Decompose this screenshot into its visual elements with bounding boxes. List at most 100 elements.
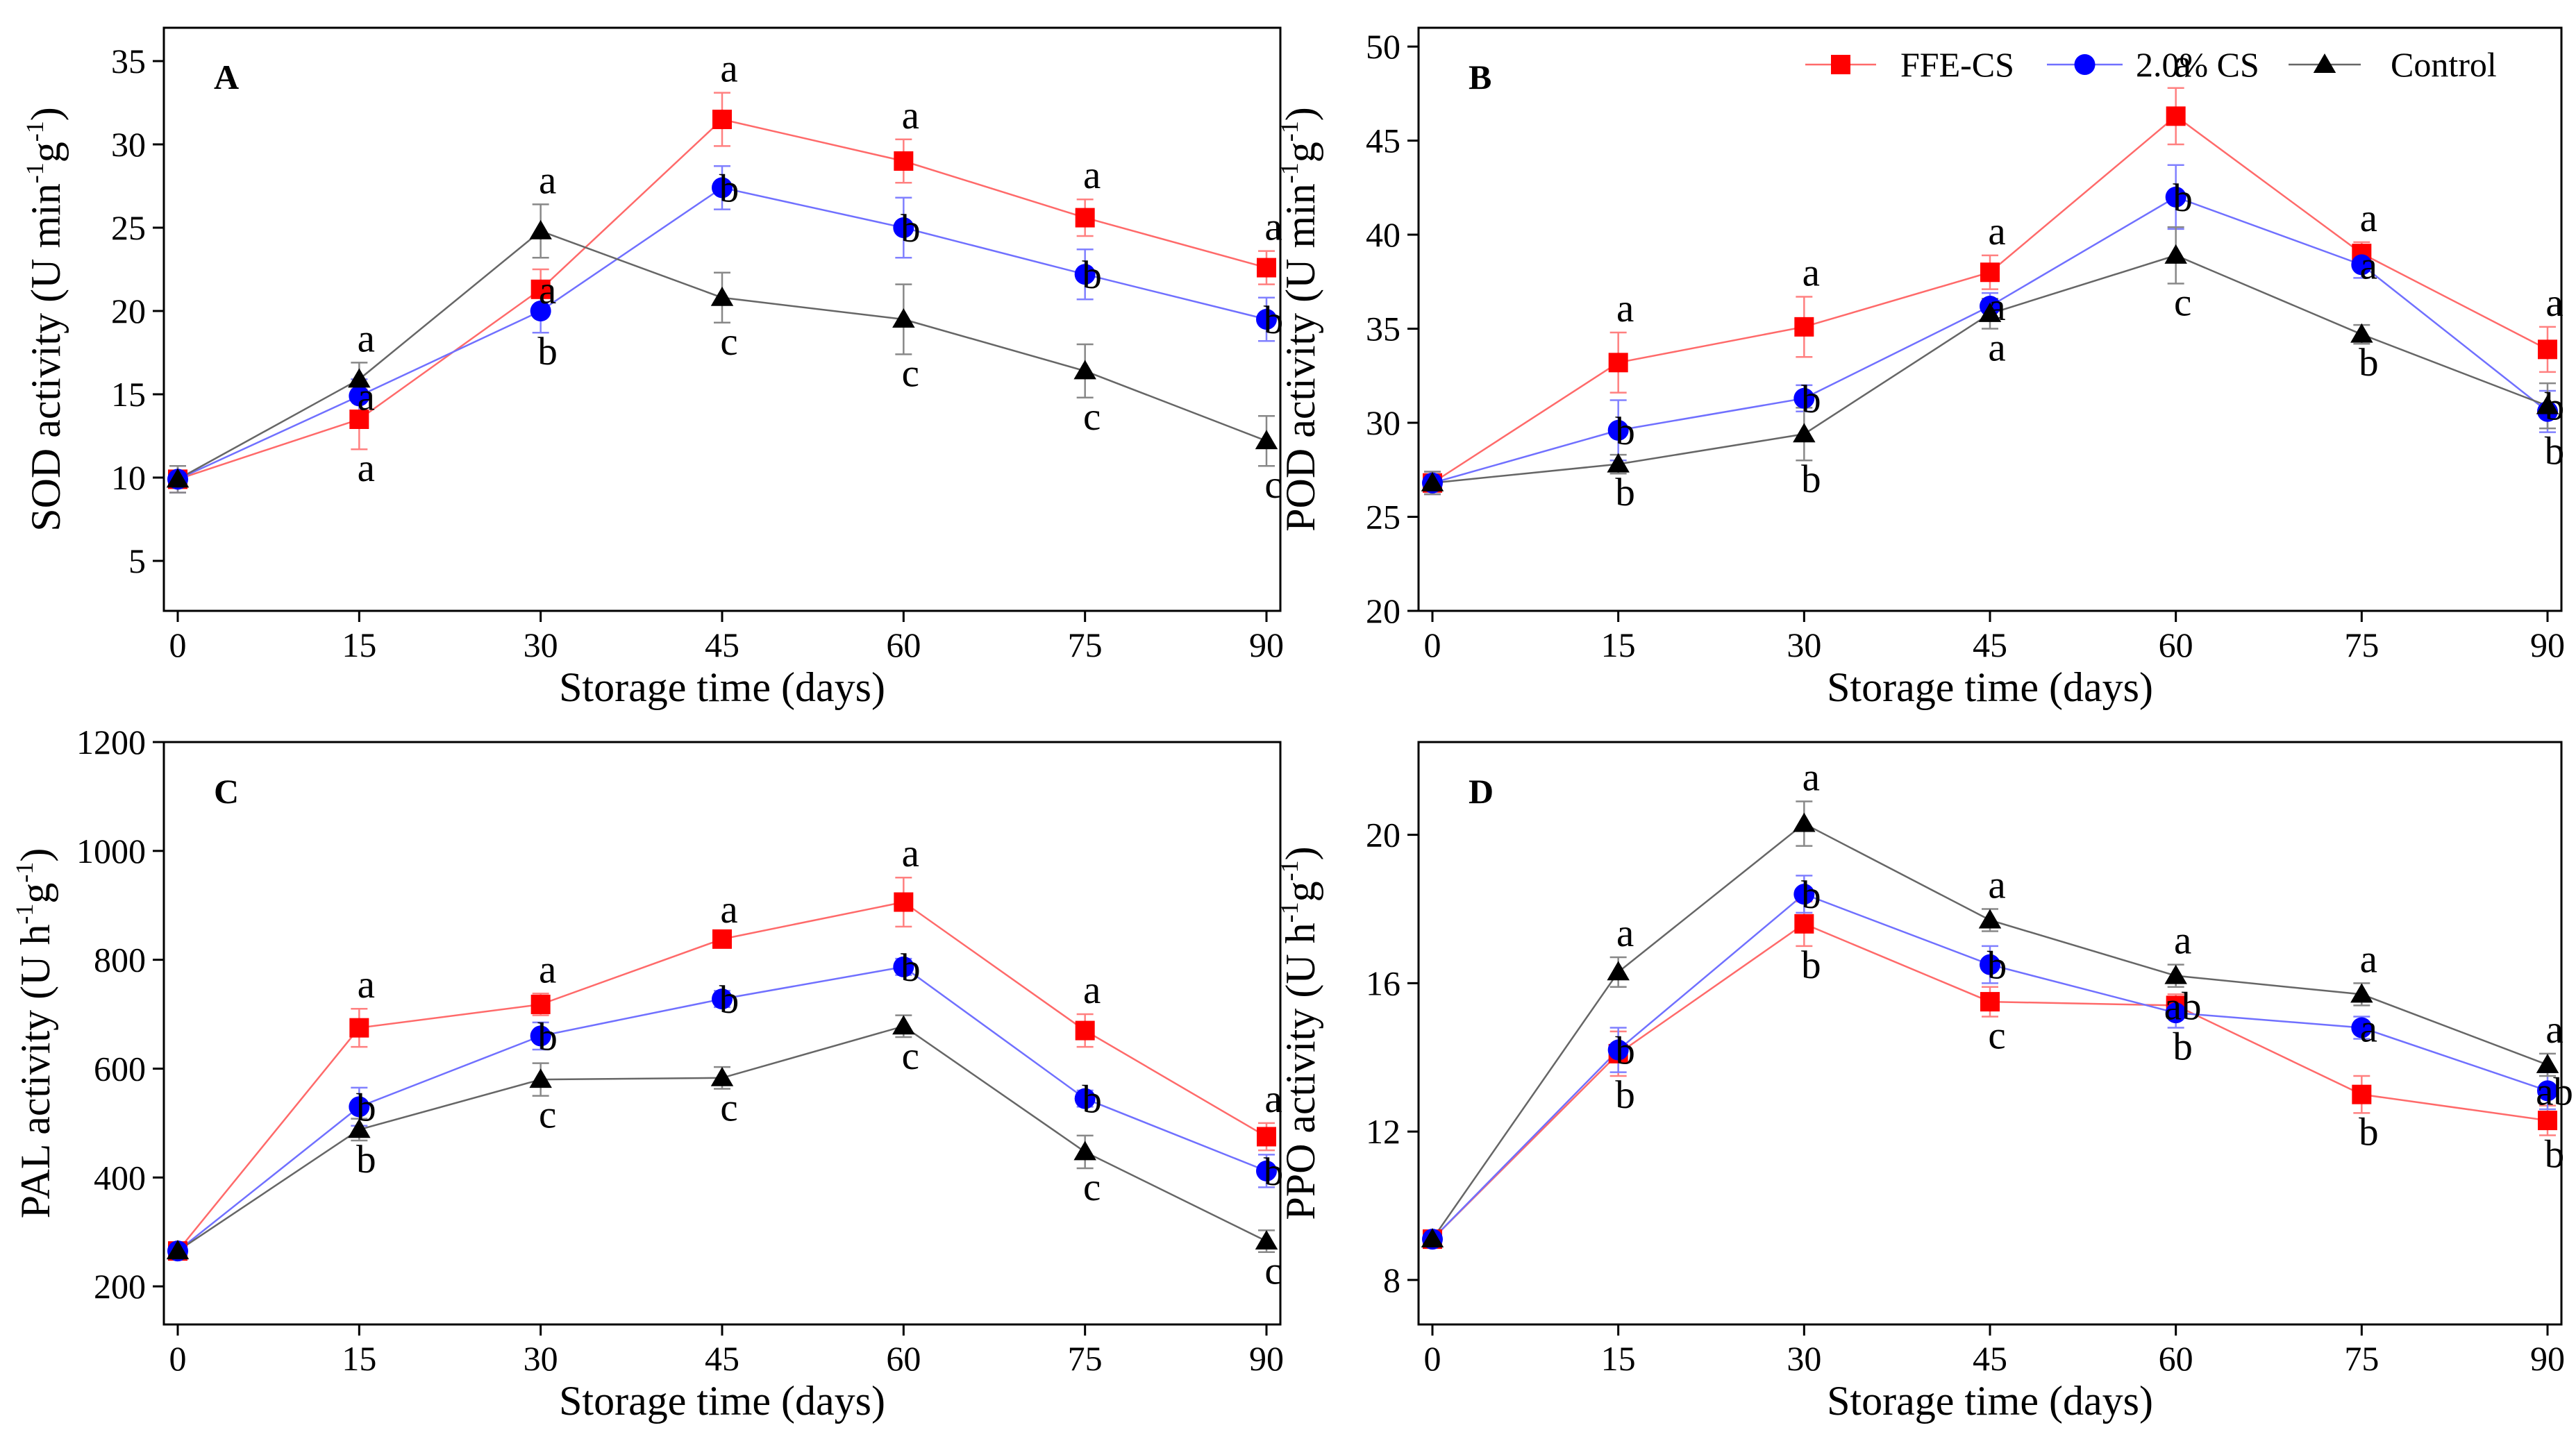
y-axis-label-superscript: -1: [1276, 860, 1303, 881]
data-point-2: [1980, 954, 2000, 975]
legend-label-2: 2.0% CS: [2136, 45, 2259, 84]
data-point-2: [712, 988, 733, 1010]
data-point-1: [2352, 1084, 2372, 1104]
y-axis-label: SOD activity (U min-1g-1): [21, 107, 69, 532]
significance-letter: b: [901, 207, 921, 251]
panel-a-chart: A 5 10 15 20 25 30 35 0 15 30 45 60 75 90 Storage time …: [21, 26, 1284, 710]
data-point-1: [1794, 914, 1814, 934]
significance-letter: a: [2545, 281, 2563, 325]
x-tick-label: 15: [342, 625, 376, 664]
x-tick-label: 30: [524, 1339, 558, 1378]
significance-letter: a: [358, 963, 375, 1007]
data-point-3: [2350, 983, 2373, 1003]
data-point-3: [1793, 423, 1816, 443]
y-tick-label: 35: [1366, 310, 1400, 348]
significance-letter: b: [1801, 378, 1821, 421]
x-tick-label: 15: [1601, 625, 1636, 664]
y-tick-label: 25: [111, 208, 146, 247]
x-tick-label: 30: [1787, 625, 1821, 664]
circle-icon: [2074, 54, 2096, 75]
data-point-1: [894, 892, 914, 912]
significance-letter: b: [1082, 1078, 1102, 1122]
data-point-3: [1607, 961, 1630, 981]
significance-letter: b: [1615, 1073, 1635, 1117]
significance-letter: b: [537, 330, 558, 373]
significance-letter: a: [1988, 326, 2005, 370]
data-point-1: [894, 151, 914, 171]
significance-letter: c: [902, 351, 919, 395]
significance-letter: a: [1803, 756, 1820, 800]
data-point-3: [166, 1240, 190, 1260]
data-point-2: [1256, 1160, 1277, 1181]
y-tick-label: 1200: [76, 723, 146, 761]
significance-letter: a: [358, 446, 375, 490]
significance-letter: c: [1264, 463, 1282, 507]
x-axis-label: Storage time (days): [559, 1378, 885, 1424]
x-tick-label: 60: [886, 1339, 921, 1378]
panel-letter: B: [1469, 58, 1491, 96]
x-tick-label: 0: [169, 1339, 187, 1378]
significance-letter: a: [720, 47, 737, 91]
y-axis-label-superscript: -1: [21, 162, 49, 183]
data-point-2: [530, 301, 551, 321]
significance-letter: a: [1616, 287, 1634, 330]
significance-letter: a: [2360, 1007, 2377, 1050]
x-tick-label: 0: [1424, 625, 1441, 664]
y-axis-label-superscript: -1: [1276, 162, 1303, 183]
y-tick-label: 200: [94, 1267, 146, 1306]
significance-letter: b: [1264, 298, 1284, 342]
x-tick-label: 30: [524, 625, 558, 664]
x-tick-label: 75: [1068, 625, 1103, 664]
data-point-2: [1607, 1039, 1629, 1061]
data-point-3: [348, 368, 371, 388]
y-tick-label: 20: [1366, 816, 1400, 855]
data-point-2: [2165, 186, 2186, 208]
y-tick-label: 16: [1366, 963, 1400, 1002]
x-tick-label: 75: [1068, 1339, 1103, 1378]
significance-letter: b: [2545, 1132, 2565, 1176]
y-axis-label-part: g: [12, 883, 58, 904]
data-point-1: [1794, 317, 1814, 337]
x-tick-label: 15: [342, 1339, 376, 1378]
data-point-3: [1607, 453, 1630, 473]
significance-letter: c: [1264, 1249, 1282, 1293]
y-axis-label-superscript: -1: [21, 121, 49, 142]
data-point-3: [1421, 1228, 1444, 1248]
data-point-3: [892, 1015, 915, 1035]
significance-letter: ab: [2164, 984, 2202, 1028]
significance-letter: b: [1615, 1029, 1635, 1073]
data-point-3: [2536, 394, 2559, 414]
y-tick-label: 600: [94, 1049, 146, 1088]
panel-letter: C: [214, 772, 239, 811]
data-point-2: [1256, 309, 1277, 330]
significance-letter: a: [2360, 196, 2377, 240]
y-tick-label: 15: [111, 375, 146, 414]
data-point-1: [712, 929, 732, 949]
data-point-3: [1255, 430, 1278, 450]
data-point-1: [2538, 339, 2557, 360]
y-axis-label-part: PAL activity (U h: [12, 925, 58, 1219]
x-tick-label: 90: [1249, 625, 1284, 664]
data-point-3: [2164, 964, 2187, 984]
significance-letter: a: [1264, 1077, 1282, 1121]
significance-letter: c: [539, 1093, 556, 1137]
triangle-icon: [2313, 53, 2336, 73]
significance-letter: a: [2360, 937, 2377, 981]
y-tick-label: 20: [111, 292, 146, 330]
significance-letter: b: [1615, 410, 1635, 453]
significance-letter: a: [358, 375, 375, 419]
data-point-1: [1075, 208, 1095, 228]
data-point-3: [1978, 909, 2002, 929]
data-point-3: [529, 1068, 552, 1088]
data-point-3: [1073, 360, 1096, 380]
x-tick-label: 75: [2344, 625, 2379, 664]
x-tick-label: 45: [1973, 625, 2007, 664]
data-point-1: [1980, 262, 2000, 283]
data-point-3: [710, 286, 734, 306]
data-point-1: [2166, 106, 2186, 126]
x-tick-label: 60: [2159, 625, 2193, 664]
significance-letter: a: [1988, 210, 2005, 253]
data-point-2: [2351, 1017, 2373, 1038]
significance-letter: c: [1083, 395, 1101, 439]
